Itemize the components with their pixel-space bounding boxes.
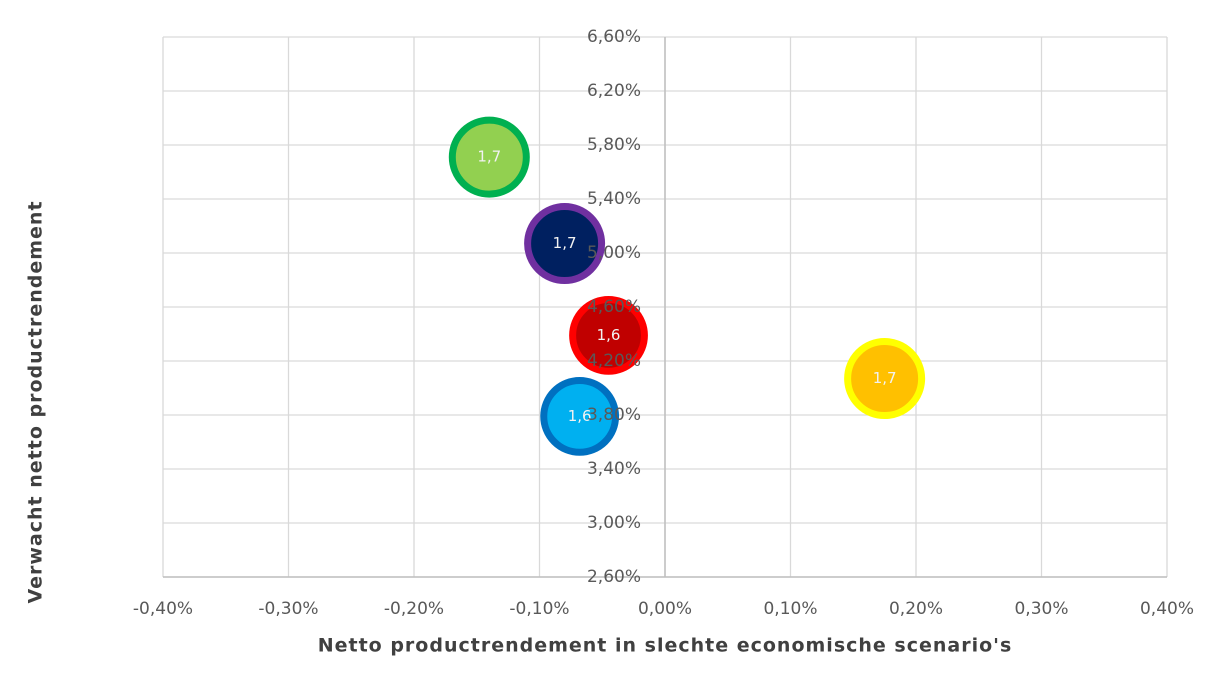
bubble [524, 203, 606, 285]
y-tick-label: 6,20% [587, 81, 641, 101]
bubble [448, 116, 530, 198]
bubble [569, 295, 648, 375]
x-tick-label: -0,20% [384, 599, 444, 619]
y-axis-title: Verwacht netto productrendement [25, 200, 47, 603]
bubble-label: 1,7 [553, 234, 577, 252]
x-tick-label: -0,10% [509, 599, 569, 619]
x-tick-label: -0,30% [258, 599, 318, 619]
y-tick-label: 3,40% [587, 459, 641, 479]
y-tick-label: 2,60% [587, 567, 641, 587]
x-tick-label: 0,40% [1140, 599, 1194, 619]
y-tick-label: 3,80% [587, 405, 641, 425]
bubble-label: 1,6 [568, 407, 592, 425]
x-axis-title: Netto productrendement in slechte econom… [318, 635, 1013, 657]
bubble-label: 1,7 [477, 148, 501, 166]
y-tick-label: 4,20% [587, 351, 641, 371]
y-tick-label: 5,80% [587, 135, 641, 155]
bubble [844, 338, 926, 420]
y-tick-label: 3,00% [587, 513, 641, 533]
y-tick-label: 5,00% [587, 243, 641, 263]
x-tick-label: 0,10% [763, 599, 817, 619]
y-tick-label: 6,60% [587, 27, 641, 47]
bubble-label: 1,7 [873, 369, 897, 387]
x-tick-label: 0,30% [1014, 599, 1068, 619]
bubble-label: 1,6 [597, 326, 621, 344]
y-tick-label: 5,40% [587, 189, 641, 209]
x-tick-label: -0,40% [133, 599, 193, 619]
x-tick-label: 0,00% [638, 599, 692, 619]
y-tick-label: 4,60% [587, 297, 641, 317]
bubble [540, 376, 620, 456]
x-tick-label: 0,20% [889, 599, 943, 619]
